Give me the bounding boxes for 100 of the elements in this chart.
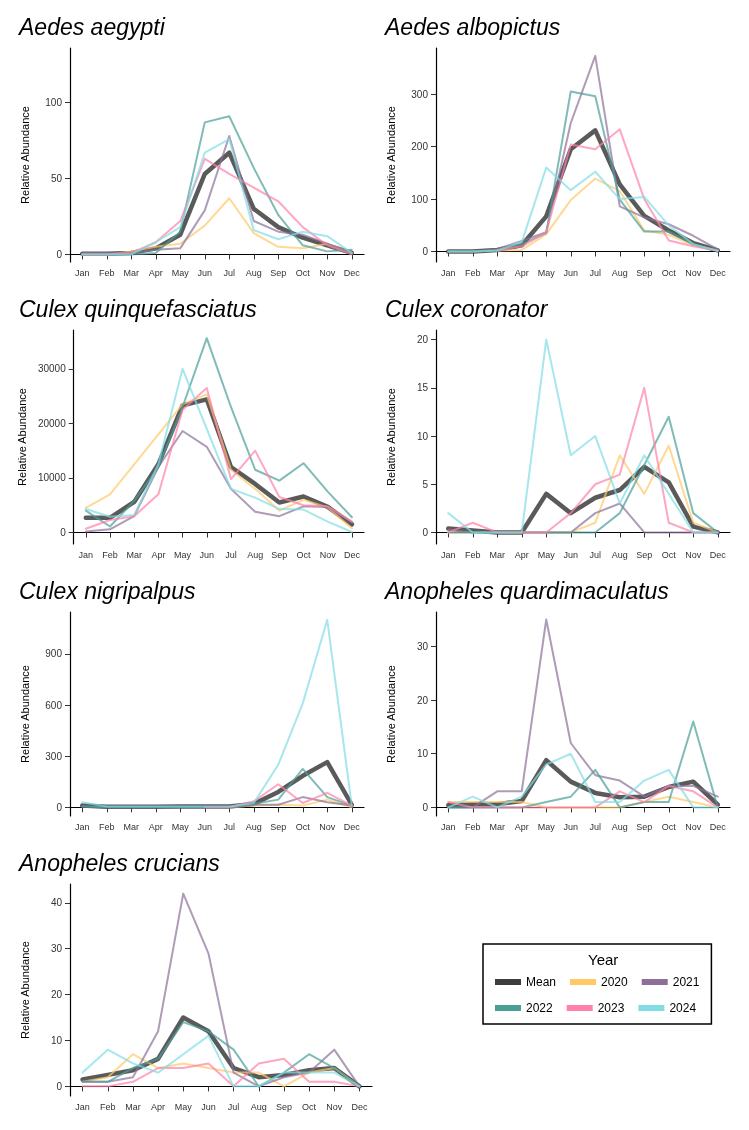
x-tick-label: Jul bbox=[589, 267, 602, 278]
x-tick-label: May bbox=[174, 1101, 193, 1112]
y-tick-label: 100 bbox=[45, 97, 63, 109]
y-axis-title: Relative Abundance bbox=[18, 941, 31, 1039]
x-tick-label: Jun bbox=[563, 549, 579, 560]
chart-title: Aedes albopictus bbox=[383, 13, 561, 40]
legend-label: 2023 bbox=[597, 1001, 625, 1015]
x-tick-label: Dec bbox=[343, 267, 361, 278]
y-tick-label: 300 bbox=[411, 88, 429, 100]
x-tick-label: Oct bbox=[296, 549, 312, 560]
x-tick-label: Nov bbox=[685, 821, 702, 832]
y-tick-label: 50 bbox=[50, 173, 63, 185]
x-tick-label: Aug bbox=[611, 267, 628, 278]
y-tick-label: 0 bbox=[56, 248, 63, 260]
x-tick-label: May bbox=[537, 821, 556, 832]
x-tick-label: Nov bbox=[685, 549, 702, 560]
x-tick-label: Nov bbox=[319, 267, 336, 278]
chart-title: Anopheles crucians bbox=[17, 849, 221, 876]
x-tick-label: Jun bbox=[199, 549, 215, 560]
x-tick-label: Nov bbox=[685, 267, 702, 278]
x-tick-label: Dec bbox=[343, 549, 361, 560]
x-tick-label: Mar bbox=[123, 821, 139, 832]
x-tick-label: May bbox=[537, 549, 556, 560]
legend-label: 2020 bbox=[601, 975, 629, 989]
x-tick-label: Apr bbox=[514, 549, 529, 560]
chart-title: Aedes aegypti bbox=[17, 13, 166, 40]
x-tick-label: Jun bbox=[197, 267, 213, 278]
chart-title: Culex quinquefasciatus bbox=[19, 295, 258, 322]
y-tick-label: 300 bbox=[45, 750, 63, 762]
y-tick-label: 30 bbox=[416, 640, 429, 652]
x-tick-label: Apr bbox=[514, 821, 529, 832]
x-tick-label: Nov bbox=[319, 821, 336, 832]
x-tick-label: Aug bbox=[611, 821, 628, 832]
x-tick-label: Sep bbox=[270, 267, 287, 278]
x-tick-label: Oct bbox=[661, 549, 677, 560]
x-tick-label: Dec bbox=[343, 821, 361, 832]
y-tick-label: 30000 bbox=[37, 363, 67, 375]
x-tick-label: Nov bbox=[326, 1101, 343, 1112]
x-tick-label: Jun bbox=[197, 821, 213, 832]
x-tick-label: Dec bbox=[709, 821, 727, 832]
x-tick-label: Feb bbox=[464, 267, 481, 278]
y-tick-label: 600 bbox=[45, 699, 63, 711]
y-tick-label: 40 bbox=[50, 897, 63, 909]
x-tick-label: Dec bbox=[709, 549, 727, 560]
y-tick-label: 20000 bbox=[37, 417, 67, 429]
x-tick-label: Jan bbox=[74, 821, 90, 832]
x-tick-label: Aug bbox=[250, 1101, 267, 1112]
x-tick-label: Jul bbox=[227, 1101, 240, 1112]
x-tick-label: Apr bbox=[148, 821, 163, 832]
y-axis-title: Relative Abundance bbox=[384, 665, 397, 763]
x-tick-label: Oct bbox=[661, 821, 677, 832]
x-tick-label: Sep bbox=[275, 1101, 292, 1112]
legend-label: 2021 bbox=[672, 975, 700, 989]
legend-title: Year bbox=[588, 951, 619, 968]
x-tick-label: Nov bbox=[319, 549, 337, 560]
x-tick-label: Oct bbox=[302, 1101, 317, 1112]
x-tick-label: May bbox=[174, 549, 192, 560]
y-tick-label: 0 bbox=[422, 526, 429, 538]
x-tick-label: Sep bbox=[270, 821, 287, 832]
y-tick-label: 0 bbox=[56, 1080, 63, 1092]
legend-label: 2024 bbox=[669, 1001, 697, 1015]
x-tick-label: Jan bbox=[74, 267, 90, 278]
y-tick-label: 200 bbox=[411, 141, 429, 153]
legend-label: Mean bbox=[526, 975, 557, 989]
chart-title: Culex coronator bbox=[385, 295, 549, 322]
y-axis-title: Relative Abundance bbox=[18, 665, 31, 763]
x-tick-label: Jan bbox=[440, 267, 456, 278]
x-tick-label: Apr bbox=[148, 267, 163, 278]
x-tick-label: Mar bbox=[126, 549, 142, 560]
x-tick-label: Sep bbox=[636, 821, 653, 832]
x-tick-label: Apr bbox=[151, 1101, 166, 1112]
x-tick-label: Aug bbox=[247, 549, 264, 560]
y-axis-title: Relative Abundance bbox=[15, 388, 28, 486]
x-tick-label: Oct bbox=[295, 821, 311, 832]
chart-title: Anopheles quardimaculatus bbox=[383, 577, 670, 604]
y-tick-label: 30 bbox=[50, 943, 63, 955]
x-tick-label: Aug bbox=[611, 549, 628, 560]
x-tick-label: Oct bbox=[295, 267, 311, 278]
x-tick-label: Jan bbox=[75, 1101, 90, 1112]
y-tick-label: 5 bbox=[422, 478, 429, 490]
x-tick-label: Apr bbox=[151, 549, 166, 560]
x-tick-label: Mar bbox=[123, 267, 139, 278]
x-tick-label: Jan bbox=[440, 821, 456, 832]
x-tick-label: Feb bbox=[98, 267, 115, 278]
x-tick-label: Mar bbox=[125, 1101, 141, 1112]
y-tick-label: 20 bbox=[50, 989, 63, 1001]
x-tick-label: May bbox=[171, 821, 190, 832]
x-tick-label: Sep bbox=[271, 549, 288, 560]
x-tick-label: Jul bbox=[223, 821, 236, 832]
x-tick-label: Mar bbox=[489, 821, 505, 832]
x-tick-label: Sep bbox=[636, 549, 653, 560]
x-tick-label: May bbox=[171, 267, 190, 278]
legend-label: 2022 bbox=[526, 1001, 554, 1015]
chart-title: Culex nigripalpus bbox=[19, 577, 196, 604]
x-tick-label: Jan bbox=[440, 549, 456, 560]
x-tick-label: Jul bbox=[589, 821, 602, 832]
x-tick-label: Aug bbox=[245, 821, 262, 832]
x-tick-label: Oct bbox=[661, 267, 677, 278]
x-tick-label: Feb bbox=[102, 549, 118, 560]
y-tick-label: 0 bbox=[60, 527, 67, 539]
